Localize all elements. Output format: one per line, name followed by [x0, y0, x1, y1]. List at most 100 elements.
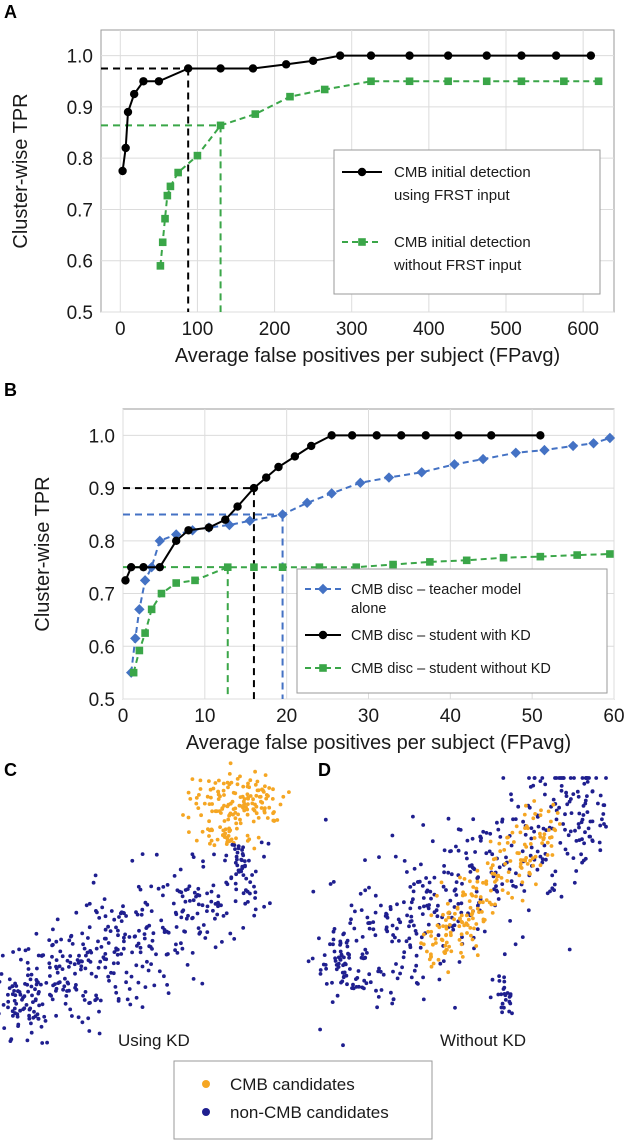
c-non-cmb-point-217: [253, 869, 258, 874]
a-series-1-point-6: [193, 151, 202, 160]
b-series-1-point-4: [171, 536, 181, 546]
d-non-cmb-point-101: [422, 904, 426, 909]
c-cmb-mid-point-11: [222, 835, 227, 839]
d-non-cmb-point-396: [584, 776, 589, 780]
c-non-cmb-point-186: [85, 950, 90, 955]
b-series-1-point-16: [372, 431, 381, 440]
c-cmb-mid-point-19: [187, 830, 191, 834]
d-cmb-point-126: [469, 933, 473, 938]
c-stem-point-13: [247, 858, 251, 863]
c-non-cmb-point-40: [91, 880, 96, 885]
c-non-cmb-point-67: [113, 985, 118, 989]
d-non-cmb-point-185: [434, 908, 439, 913]
d-non-cmb-point-10: [548, 889, 552, 894]
c-non-cmb-point-166: [84, 953, 88, 958]
b-series-2-point-10: [315, 563, 324, 571]
c-non-cmb-point-243: [252, 884, 256, 889]
d-cmb-point-97: [492, 872, 497, 876]
d-cmb-point-131: [546, 809, 551, 814]
c-stem-point-22: [237, 868, 242, 873]
d-non-cmb-point-139: [456, 848, 461, 853]
c-non-cmb-point-211: [50, 954, 54, 959]
c-non-cmb-point-162: [253, 896, 257, 900]
c-non-cmb-point-167: [173, 948, 178, 952]
c-cmb-top-point-76: [209, 795, 213, 800]
d-non-cmb-point-86: [412, 882, 416, 886]
d-cmb-point-62: [520, 898, 525, 903]
d-cmb-point-138: [487, 900, 492, 905]
c-non-cmb-point-88: [66, 981, 71, 986]
d-cmb-point-14: [531, 863, 535, 868]
d-cmb-point-89: [525, 826, 530, 831]
d-non-cmb-left-point-8: [331, 942, 335, 947]
d-non-cmb-left-point-25: [354, 977, 358, 981]
c-non-cmb-point-201: [81, 993, 85, 998]
d-non-cmb-point-169: [419, 862, 423, 867]
d-cmb-point-155: [493, 902, 497, 907]
d-non-cmb-left-point-37: [362, 986, 366, 991]
c-non-cmb-point-51: [29, 984, 34, 989]
c-cmb-top-point-14: [265, 816, 270, 820]
d-non-cmb-point-87: [484, 851, 489, 856]
d-cmb-point-76: [446, 970, 451, 975]
d-non-cmb-point-287: [557, 805, 561, 810]
d-cmb-point-191: [445, 901, 450, 906]
d-non-cmb-point-257: [581, 804, 586, 808]
d-cmb-point-85: [474, 894, 478, 899]
d-non-cmb-point-113: [391, 969, 395, 974]
a-xtick-3: 300: [336, 319, 368, 340]
c-cmb-top-point-13: [235, 782, 240, 787]
d-non-cmb-point-368: [568, 776, 573, 780]
panel-letter-d: D: [318, 760, 331, 780]
d-non-cmb-tail-point-14: [502, 979, 507, 984]
c-non-cmb-point-236: [142, 932, 147, 936]
c-non-cmb-point-297: [234, 872, 239, 877]
d-non-cmb-left-point-28: [306, 959, 311, 964]
c-non-cmb-point-238: [65, 989, 69, 993]
d-non-cmb-point-371: [475, 876, 480, 881]
c-cmb-top-point-118: [251, 797, 256, 802]
d-non-cmb-tail-point-22: [508, 993, 513, 998]
d-non-cmb-point-52: [430, 839, 435, 844]
b-series-1-point-19: [454, 431, 463, 440]
a-series-1-point-15: [517, 77, 526, 86]
d-cmb-point-61: [498, 849, 503, 854]
c-non-cmb-point-299: [97, 1009, 101, 1014]
d-cmb-point-63: [475, 868, 480, 873]
c-non-cmb-point-83: [93, 873, 98, 878]
c-non-cmb-point-154: [205, 891, 210, 896]
c-non-cmb-point-384: [37, 990, 41, 994]
d-non-cmb-point-385: [411, 897, 415, 902]
scatter-legend: CMB candidates non-CMB candidates: [173, 1060, 433, 1140]
d-cmb-point-171: [445, 948, 449, 952]
d-non-cmb-left-point-17: [342, 955, 346, 960]
c-non-cmb-point-350: [140, 907, 145, 912]
d-non-cmb-left-point-33: [333, 956, 337, 961]
d-cmb-point-96: [510, 830, 515, 835]
c-non-cmb-point-202: [166, 930, 171, 935]
d-cmb-point-160: [545, 840, 550, 845]
d-non-cmb-point-223: [328, 942, 332, 947]
a-series-0-point-3: [129, 89, 139, 99]
d-non-cmb-point-280: [311, 889, 316, 894]
d-non-cmb-point-159: [536, 824, 541, 829]
d-non-cmb-point-224: [514, 871, 518, 876]
d-non-cmb-point-249: [407, 924, 411, 929]
c-non-cmb-point-386: [62, 984, 67, 989]
c-non-cmb-point-62: [122, 935, 126, 940]
chart-a-xlabel: Average false positives per subject (FPa…: [175, 345, 560, 367]
c-non-cmb-point-16: [241, 891, 246, 896]
d-non-cmb-point-196: [464, 851, 468, 855]
d-non-cmb-point-325: [522, 889, 527, 893]
a-ytick-1: 0.6: [67, 252, 93, 273]
d-non-cmb-left-point-43: [341, 975, 346, 980]
chart-a-legend-items: CMB initial detection using FRST input CMB…: [342, 164, 531, 274]
b-series-2-point-18: [606, 550, 614, 558]
c-stem-point-20: [239, 858, 244, 863]
d-cmb-point-35: [510, 895, 514, 900]
b-series-1-point-15: [347, 431, 357, 440]
b-xtick-6: 60: [603, 706, 624, 727]
d-non-cmb-point-18: [594, 776, 599, 780]
c-non-cmb-point-152: [70, 1014, 74, 1018]
d-non-cmb-left-point-36: [340, 979, 345, 984]
